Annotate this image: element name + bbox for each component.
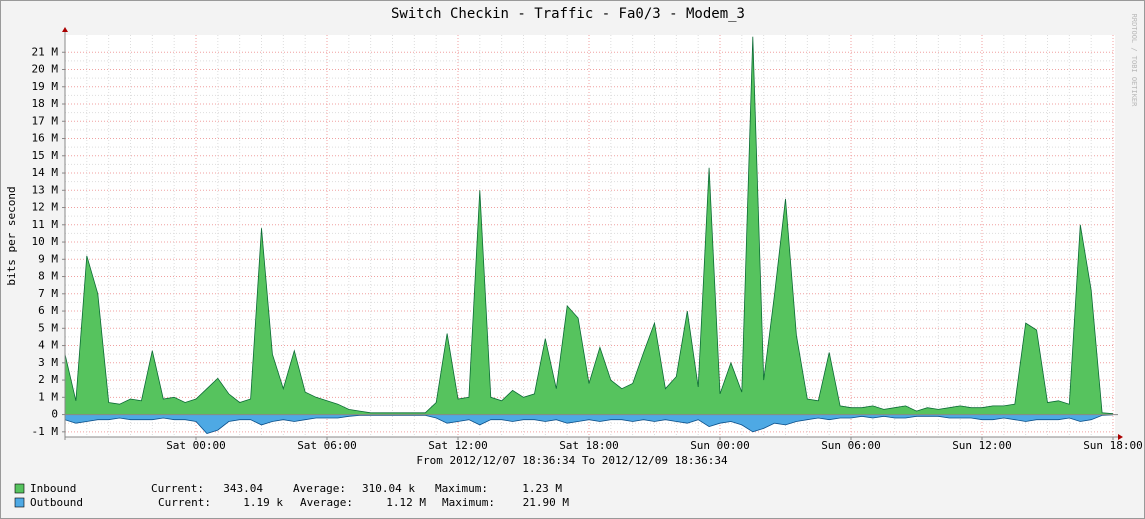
legend-swatch (14, 483, 25, 494)
x-tick-label: Sun 18:00 (1083, 439, 1143, 452)
legend-stat: 343.04 (223, 482, 263, 495)
legend-stat-label: Maximum: (435, 482, 488, 495)
y-tick-label: 3 M (38, 356, 58, 369)
area-line (64, 36, 1114, 415)
x-arrow (1118, 434, 1123, 440)
y-tick-label: 20 M (32, 63, 59, 76)
y-tick-label: 6 M (38, 304, 58, 317)
legend-label: Inbound (30, 482, 76, 495)
y-tick-label: 21 M (32, 45, 59, 58)
x-tick-label: Sun 12:00 (952, 439, 1012, 452)
y-tick-label: 15 M (32, 149, 59, 162)
legend-stat: 1.23 M (522, 482, 562, 495)
legend-swatch (14, 497, 25, 508)
y-tick-label: 0 (51, 408, 58, 421)
chart-title: Switch Checkin - Traffic - Fa0/3 - Modem… (391, 6, 745, 22)
y-tick-label: 16 M (32, 132, 59, 145)
y-axis-title: bits per second (5, 186, 18, 285)
legend-stat-label: Average: (300, 496, 353, 509)
area-fill (65, 414, 1113, 434)
x-tick-label: Sun 06:00 (821, 439, 881, 452)
x-tick-label: Sat 00:00 (166, 439, 226, 452)
watermark: RRDTOOL / TOBI OETIKER (1130, 14, 1138, 108)
x-tick-label: Sat 12:00 (428, 439, 488, 452)
y-tick-label: 19 M (32, 80, 59, 93)
x-tick-label: Sun 00:00 (690, 439, 750, 452)
legend-stat-label: Maximum: (442, 496, 495, 509)
y-tick-label: 13 M (32, 183, 59, 196)
legend-stat: 21.90 M (523, 496, 570, 509)
legend-stat: 310.04 k (362, 482, 415, 495)
legend-stat-label: Current: (158, 496, 211, 509)
y-tick-label: 9 M (38, 252, 58, 265)
y-tick-label: 10 M (32, 235, 59, 248)
y-tick-label: 11 M (32, 218, 59, 231)
y-tick-label: 4 M (38, 339, 58, 352)
y-tick-label: 8 M (38, 270, 58, 283)
legend-stat: 1.19 k (243, 496, 283, 509)
legend-stat-label: Average: (293, 482, 346, 495)
legend-stat-label: Current: (151, 482, 204, 495)
y-tick-label: 17 M (32, 114, 59, 127)
area-line (64, 414, 1114, 434)
y-arrow (62, 27, 68, 32)
axes: -1 M 0 1 M 2 M 3 M 4 M 5 M 6 M 7 M 8 M 9 M 10 M 11 M… (32, 27, 1143, 452)
y-tick-label: 14 M (32, 166, 59, 179)
y-tick-label: 1 M (38, 390, 58, 403)
legend-label: Outbound (30, 496, 83, 509)
y-tick-label: 12 M (32, 201, 59, 214)
x-tick-label: Sat 18:00 (559, 439, 619, 452)
y-tick-label: 2 M (38, 373, 58, 386)
marks (64, 36, 1114, 434)
y-tick-label: -1 M (32, 425, 59, 438)
y-tick-label: 18 M (32, 97, 59, 110)
y-tick-label: 7 M (38, 287, 58, 300)
x-tick-label: Sat 06:00 (297, 439, 357, 452)
legend-stat: 1.12 M (386, 496, 426, 509)
x-axis-title: From 2012/12/07 18:36:34 To 2012/12/09 1… (416, 454, 728, 467)
y-tick-label: 5 M (38, 321, 58, 334)
legend: Inbound Current: 343.04 Average: 310.04 k Max… (14, 482, 570, 509)
